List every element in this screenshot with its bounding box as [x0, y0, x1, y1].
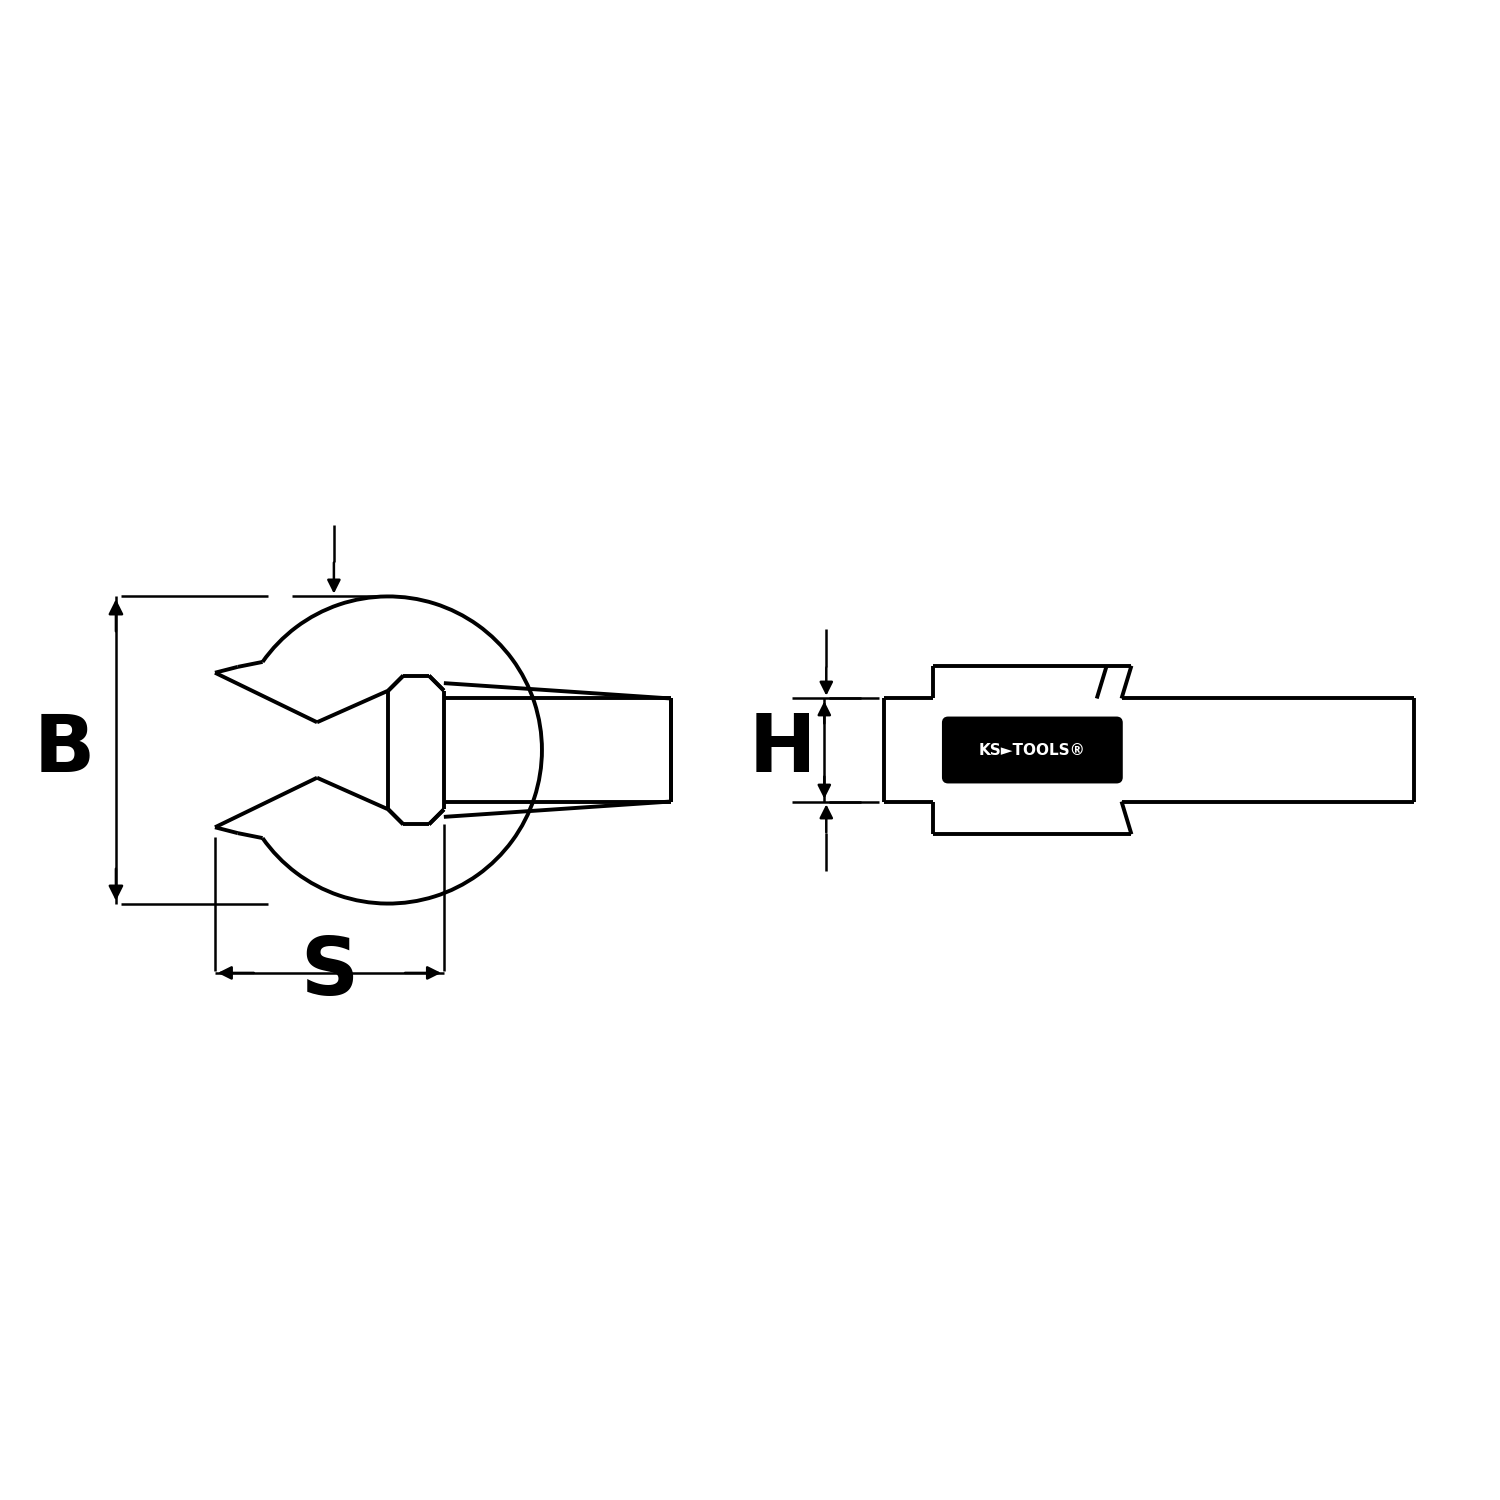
- Text: KS►TOOLS®: KS►TOOLS®: [980, 742, 1086, 758]
- Text: B: B: [34, 711, 94, 789]
- Text: H: H: [748, 711, 816, 789]
- Text: S: S: [300, 934, 358, 1013]
- FancyBboxPatch shape: [944, 718, 1122, 782]
